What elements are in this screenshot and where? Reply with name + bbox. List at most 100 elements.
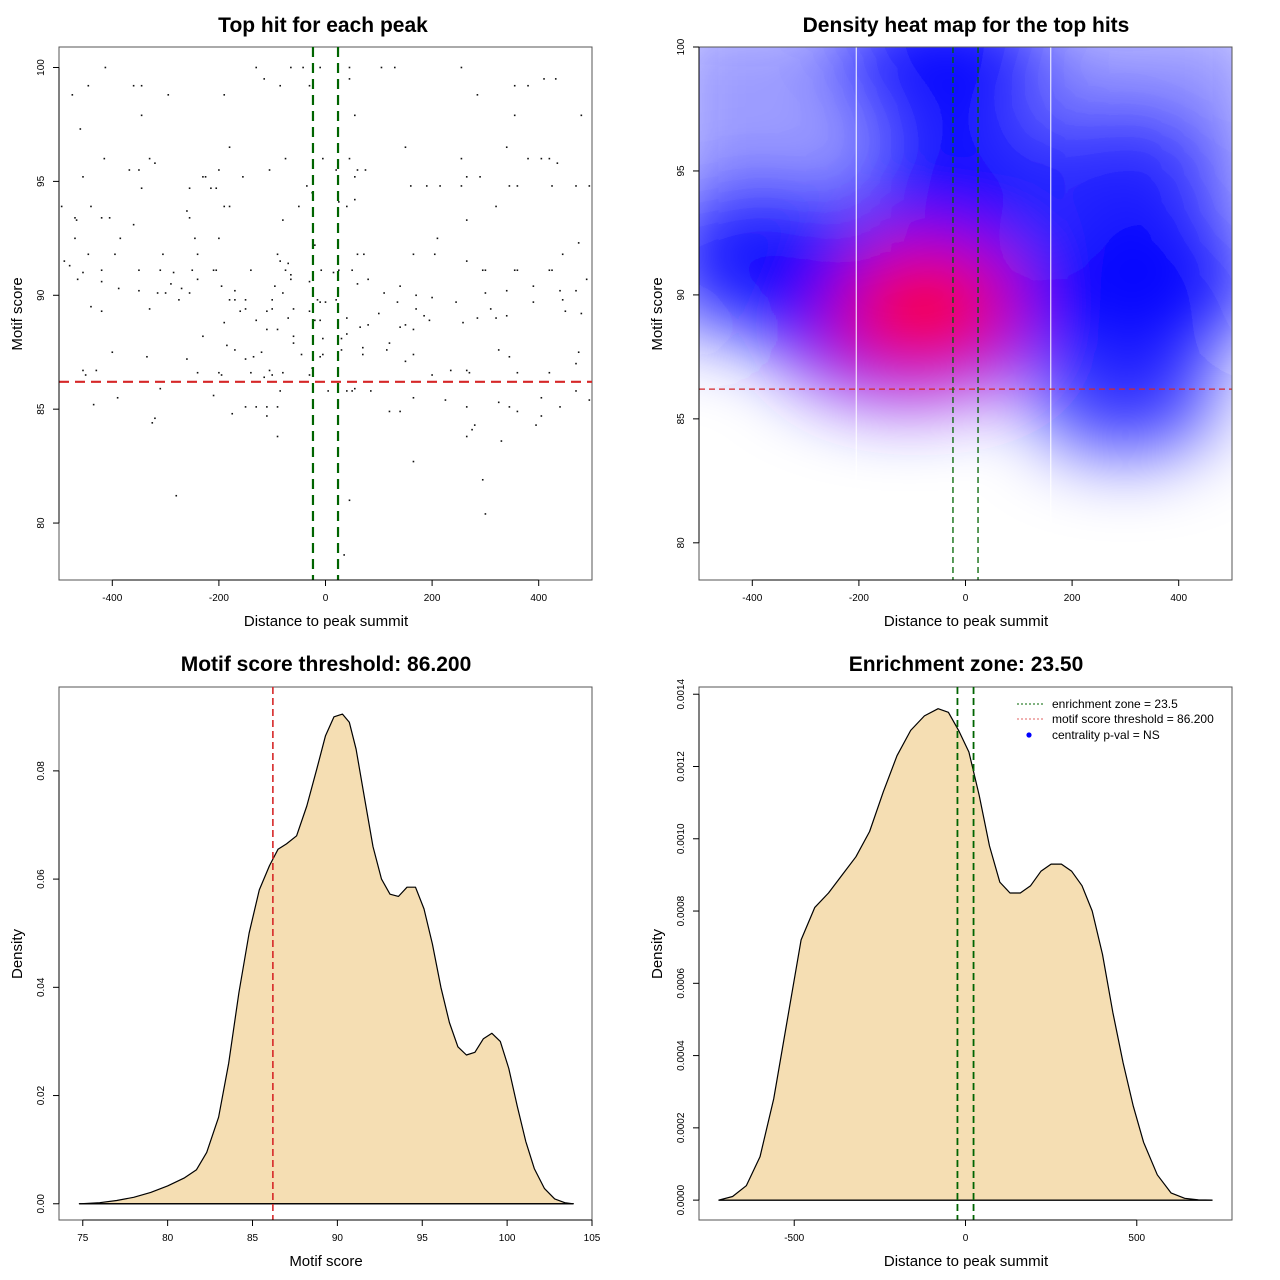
scatter-point [140, 187, 143, 190]
scatter-point [60, 205, 63, 208]
scatter-point [128, 169, 131, 171]
scatter-point [354, 387, 356, 390]
scatter-point [495, 205, 497, 208]
scatter-point [516, 371, 519, 374]
scatter-point [266, 310, 268, 313]
scatter-point [412, 396, 415, 399]
scatter-point [468, 371, 471, 374]
y-tick-label: 95 [36, 175, 47, 187]
scatter-point [348, 66, 351, 69]
y-tick-label: 80 [36, 517, 47, 529]
scatter-point [116, 396, 119, 399]
heatmap-x-axis-label: Distance to peak summit [884, 613, 1049, 630]
scatter-point [476, 317, 479, 319]
x-tick-label: 200 [1064, 593, 1081, 604]
scatter-point [266, 415, 268, 417]
score-density-title: Motif score threshold: 86.200 [181, 653, 472, 676]
scatter-point [282, 292, 284, 294]
x-tick-label: 200 [424, 593, 441, 604]
scatter-point [433, 253, 436, 256]
distance-density-y-axis-label: Density [649, 928, 666, 979]
y-tick-label: 100 [36, 59, 47, 76]
scatter-point [346, 333, 348, 335]
scatter-point [561, 253, 564, 256]
scatter-point [188, 187, 191, 190]
scatter-y-axis-label: Motif score [9, 277, 26, 350]
scatter-point [175, 494, 178, 497]
scatter-point [164, 292, 167, 294]
scatter-point [202, 176, 204, 178]
scatter-point [585, 278, 588, 281]
scatter-point [465, 435, 468, 438]
scatter-point [532, 285, 535, 287]
scatter-point [162, 253, 164, 256]
scatter-point [322, 157, 324, 160]
scatter-point [508, 185, 511, 187]
distance-density-curve [718, 708, 1213, 1201]
legend: enrichment zone = 23.5 motif score thres… [1017, 697, 1214, 742]
scatter-point [399, 326, 401, 328]
y-tick-label: 0.04 [36, 977, 47, 997]
legend-label-motif-score-threshold: motif score threshold = 86.200 [1052, 712, 1214, 726]
scatter-point [476, 94, 479, 96]
y-tick-label: 0.06 [36, 869, 47, 889]
scatter-point [513, 114, 516, 117]
scatter-point [380, 66, 383, 69]
scatter-point [340, 349, 343, 351]
scatter-point [564, 310, 567, 313]
scatter-title: Top hit for each peak [218, 14, 428, 37]
scatter-point [588, 399, 591, 401]
y-tick-label: 0.08 [36, 761, 47, 781]
scatter-point [82, 271, 84, 274]
scatter-point [140, 114, 143, 117]
scatter-point [284, 157, 287, 160]
scatter-point [346, 205, 348, 208]
x-tick-label: -200 [849, 593, 869, 604]
scatter-point [228, 205, 231, 208]
scatter-point [276, 435, 279, 438]
scatter-point [100, 217, 103, 219]
scatter-point [292, 308, 295, 310]
legend-label-enrichment-zone: enrichment zone = 23.5 [1052, 697, 1178, 711]
scatter-point [167, 94, 170, 96]
scatter-point [218, 371, 220, 374]
scatter-point [287, 262, 289, 265]
scatter-point [290, 273, 292, 276]
heatmap-density-blob [1031, 109, 1220, 232]
scatter-point [423, 314, 425, 317]
scatter-point [399, 410, 401, 413]
x-tick-label: 400 [530, 593, 547, 604]
scatter-point [388, 410, 391, 413]
x-tick-label: 95 [417, 1233, 429, 1244]
scatter-point [138, 169, 140, 171]
scatter-point [588, 185, 591, 187]
scatter-point [319, 355, 321, 358]
scatter-point [500, 440, 503, 442]
scatter-point [359, 326, 361, 328]
scatter-point [367, 278, 369, 281]
scatter-point [71, 94, 74, 96]
scatter-point [244, 308, 247, 310]
scatter-point [244, 406, 247, 408]
x-tick-label: -400 [102, 593, 122, 604]
scatter-point [484, 292, 487, 294]
scatter-point [396, 301, 399, 303]
scatter-point [111, 351, 114, 354]
scatter-point [212, 394, 215, 397]
scatter-point [244, 358, 247, 360]
y-tick-label: 0.0004 [676, 1040, 687, 1071]
distance-density-panel: Enrichment zone: 23.50 -500 0 500 0.0000 0.… [649, 653, 1233, 1270]
scatter-point [268, 369, 271, 372]
scatter-point [327, 390, 329, 392]
scatter-point [154, 417, 156, 420]
scatter-point [484, 513, 487, 515]
scatter-point [223, 205, 226, 208]
scatter-point [577, 351, 580, 354]
scatter-point [497, 401, 500, 404]
scatter-point [215, 269, 218, 272]
scatter-point [548, 371, 551, 374]
scatter-point [465, 260, 468, 262]
y-tick-label: 95 [676, 165, 687, 177]
scatter-point [250, 269, 252, 272]
scatter-point [351, 390, 353, 392]
